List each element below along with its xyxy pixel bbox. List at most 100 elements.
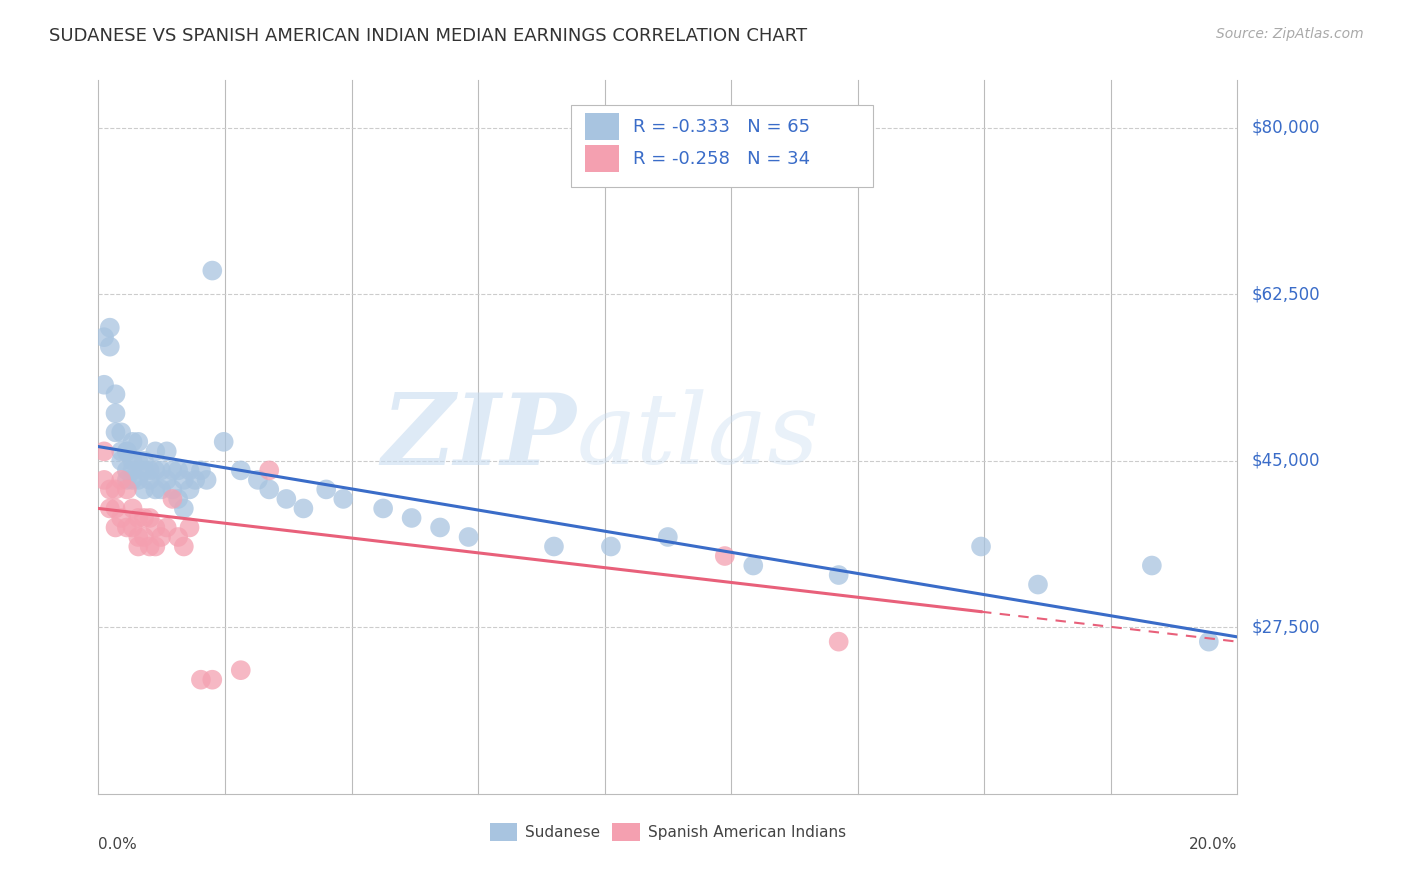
Point	[167, 530, 190, 544]
Point	[115, 520, 138, 534]
Point	[828, 568, 851, 582]
Text: $27,500: $27,500	[1251, 618, 1320, 636]
Point	[162, 463, 184, 477]
Point	[276, 491, 298, 506]
Point	[127, 540, 149, 554]
Point	[93, 377, 115, 392]
Point	[150, 530, 173, 544]
Point	[145, 463, 167, 477]
Legend: Sudanese, Spanish American Indians: Sudanese, Spanish American Indians	[484, 817, 852, 847]
Point	[1026, 577, 1049, 591]
Point	[138, 511, 160, 525]
Point	[145, 444, 167, 458]
Point	[110, 511, 132, 525]
Point	[212, 434, 235, 449]
Point	[138, 473, 160, 487]
Point	[190, 463, 212, 477]
Point	[98, 320, 121, 334]
FancyBboxPatch shape	[571, 105, 873, 187]
Point	[1140, 558, 1163, 573]
Text: 0.0%: 0.0%	[98, 837, 138, 852]
Point	[184, 473, 207, 487]
Point	[104, 520, 127, 534]
Point	[115, 444, 138, 458]
Point	[115, 473, 138, 487]
FancyBboxPatch shape	[585, 113, 619, 140]
Point	[127, 473, 149, 487]
Point	[162, 491, 184, 506]
Point	[373, 501, 395, 516]
Point	[104, 425, 127, 440]
Text: R = -0.333   N = 65: R = -0.333 N = 65	[633, 118, 810, 136]
Point	[600, 540, 623, 554]
Point	[132, 463, 155, 477]
Point	[259, 483, 281, 497]
Point	[98, 501, 121, 516]
Point	[201, 673, 224, 687]
Point	[145, 520, 167, 534]
Point	[127, 530, 149, 544]
Text: R = -0.258   N = 34: R = -0.258 N = 34	[633, 150, 810, 168]
Point	[401, 511, 423, 525]
Point	[543, 540, 565, 554]
Point	[104, 483, 127, 497]
Point	[98, 483, 121, 497]
Point	[167, 463, 190, 477]
Text: SUDANESE VS SPANISH AMERICAN INDIAN MEDIAN EARNINGS CORRELATION CHART: SUDANESE VS SPANISH AMERICAN INDIAN MEDI…	[49, 27, 807, 45]
Point	[138, 540, 160, 554]
Point	[121, 501, 143, 516]
Point	[145, 483, 167, 497]
Point	[828, 634, 851, 648]
Text: Source: ZipAtlas.com: Source: ZipAtlas.com	[1216, 27, 1364, 41]
Point	[110, 444, 132, 458]
Point	[121, 454, 143, 468]
Point	[132, 483, 155, 497]
Point	[167, 491, 190, 506]
Point	[429, 520, 451, 534]
Point	[104, 387, 127, 401]
Text: 20.0%: 20.0%	[1189, 837, 1237, 852]
Point	[115, 483, 138, 497]
Point	[121, 473, 143, 487]
Text: $45,000: $45,000	[1251, 452, 1320, 470]
Point	[246, 473, 269, 487]
Point	[229, 663, 252, 677]
Point	[127, 454, 149, 468]
Point	[742, 558, 765, 573]
Point	[150, 463, 173, 477]
Point	[1198, 634, 1220, 648]
Point	[229, 463, 252, 477]
Point	[132, 511, 155, 525]
Point	[93, 330, 115, 344]
Point	[132, 454, 155, 468]
Point	[195, 473, 218, 487]
Point	[121, 463, 143, 477]
Point	[121, 520, 143, 534]
Point	[332, 491, 354, 506]
Point	[127, 434, 149, 449]
FancyBboxPatch shape	[585, 145, 619, 172]
Point	[156, 444, 179, 458]
Point	[259, 463, 281, 477]
Point	[132, 530, 155, 544]
Text: $62,500: $62,500	[1251, 285, 1320, 303]
Point	[110, 473, 132, 487]
Point	[179, 463, 201, 477]
Point	[104, 406, 127, 420]
Point	[970, 540, 993, 554]
Text: atlas: atlas	[576, 390, 820, 484]
Point	[457, 530, 479, 544]
Point	[173, 501, 195, 516]
Point	[714, 549, 737, 563]
Point	[156, 520, 179, 534]
Point	[292, 501, 315, 516]
Point	[110, 425, 132, 440]
Point	[190, 673, 212, 687]
Point	[179, 483, 201, 497]
Point	[315, 483, 337, 497]
Point	[657, 530, 679, 544]
Point	[162, 483, 184, 497]
Point	[93, 473, 115, 487]
Point	[145, 540, 167, 554]
Point	[201, 263, 224, 277]
